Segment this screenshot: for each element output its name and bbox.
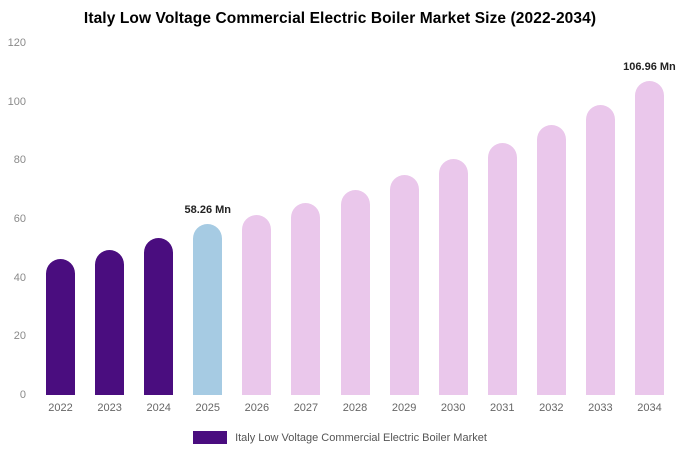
bar	[291, 202, 321, 395]
bar	[585, 104, 615, 395]
bar	[46, 258, 76, 395]
bar-column: 2022	[36, 43, 85, 414]
y-axis: 0 20 40 60 80 100 120	[0, 37, 30, 401]
x-tick-label: 2023	[97, 402, 122, 414]
x-tick-label: 2034	[637, 402, 662, 414]
y-tick-label: 60	[13, 213, 26, 225]
x-tick-label: 2028	[342, 402, 368, 414]
bar	[242, 214, 272, 395]
bar-series: 2022 2023 2024 58.26 Mn 2025 2026 2027 2028 2029…	[36, 43, 676, 414]
chart-title: Italy Low Voltage Commercial Electric Bo…	[83, 10, 597, 27]
bar-column: 2033	[576, 43, 625, 414]
x-tick-label: 2026	[244, 402, 270, 414]
bar-value-label: 106.96 Mn	[623, 61, 676, 74]
plot-area: 2022 2023 2024 58.26 Mn 2025 2026 2027 2028 2029…	[36, 43, 676, 414]
bar	[144, 238, 174, 395]
bar	[389, 175, 419, 395]
bar	[340, 189, 370, 395]
x-tick-label: 2022	[48, 402, 73, 414]
bar-column: 2029	[380, 43, 429, 414]
bar	[634, 81, 664, 395]
legend-label: Italy Low Voltage Commercial Electric Bo…	[235, 431, 487, 444]
bar-column: 58.26 Mn 2025	[183, 43, 232, 414]
bar	[193, 224, 223, 395]
bar-column: 2030	[429, 43, 478, 414]
bar	[536, 125, 566, 395]
bar	[438, 158, 468, 395]
bar-column: 2026	[232, 43, 281, 414]
bar	[95, 249, 125, 395]
y-tick-label: 100	[7, 95, 26, 108]
bar-column: 106.96 Mn 2034	[623, 43, 676, 414]
x-tick-label: 2024	[146, 402, 171, 414]
y-tick-label: 120	[7, 37, 26, 49]
legend: Italy Low Voltage Commercial Electric Bo…	[0, 431, 680, 444]
x-tick-label: 2033	[588, 402, 613, 414]
bar-column: 2032	[527, 43, 576, 414]
y-tick-label: 40	[13, 271, 26, 284]
bar-column: 2027	[281, 43, 330, 414]
x-tick-label: 2027	[293, 402, 319, 414]
bar-column: 2028	[330, 43, 379, 414]
y-tick-label: 80	[13, 154, 26, 167]
x-tick-label: 2032	[539, 402, 564, 414]
bar-column: 2024	[134, 43, 183, 414]
bar	[487, 142, 517, 395]
x-tick-label: 2025	[195, 402, 221, 414]
bar-value-label: 58.26 Mn	[184, 204, 231, 217]
x-tick-label: 2031	[490, 402, 515, 414]
y-tick-label: 20	[13, 330, 26, 343]
y-tick-label: 0	[19, 389, 26, 401]
legend-swatch	[193, 431, 228, 444]
x-tick-label: 2029	[391, 402, 417, 414]
x-tick-label: 2030	[440, 402, 466, 414]
bar-column: 2031	[478, 43, 527, 414]
bar-column: 2023	[85, 43, 134, 414]
